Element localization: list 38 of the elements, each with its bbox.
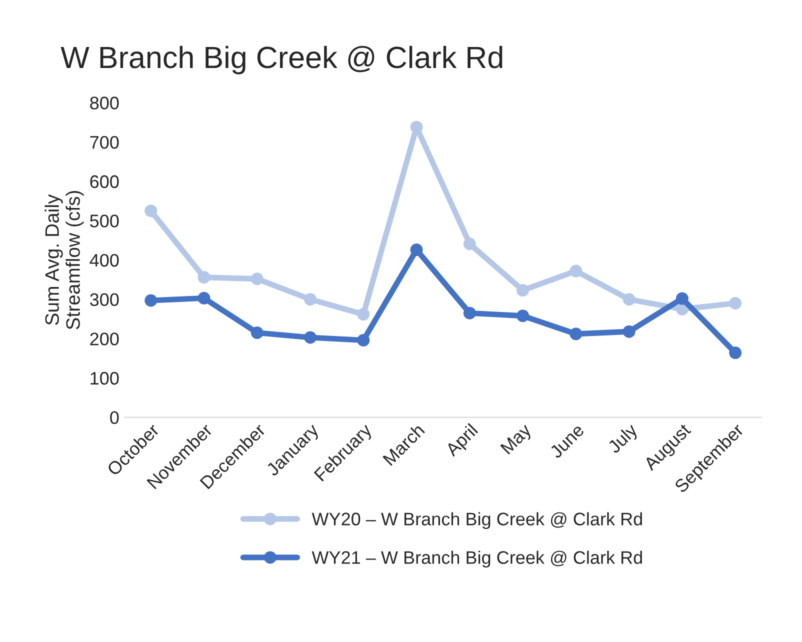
y-tick-label: 500: [90, 214, 119, 228]
point: [463, 238, 476, 250]
y-tick-label: 800: [90, 96, 119, 110]
point: [729, 346, 742, 360]
point: [570, 328, 582, 340]
point: [516, 284, 530, 297]
point: [304, 293, 317, 306]
x-tick-label: July: [606, 422, 641, 457]
point: [463, 306, 476, 320]
point: [410, 244, 423, 256]
legend-label: WY20 – W Branch Big Creek @ Clark Rd: [312, 512, 642, 530]
point: [304, 331, 317, 344]
point: [250, 272, 264, 286]
y-tick-label: 0: [110, 411, 119, 424]
point: [676, 292, 688, 305]
point: [622, 293, 636, 306]
point: [198, 271, 210, 284]
y-tick-label: 200: [90, 332, 119, 346]
point: [570, 264, 582, 278]
y-tick-label: 700: [90, 136, 119, 149]
point: [516, 310, 530, 322]
y-tick-label: 400: [90, 254, 119, 267]
chart-title: W Branch Big Creek @ Clark Rd: [60, 46, 502, 74]
point: [198, 292, 210, 304]
legend-label: WY21 – W Branch Big Creek @ Clark Rd: [312, 550, 642, 568]
y-tick-label: 300: [90, 293, 119, 306]
point: [622, 325, 636, 338]
point: [410, 120, 423, 134]
point: [144, 204, 158, 218]
point: [144, 294, 158, 307]
point: [250, 326, 264, 340]
point: [729, 297, 742, 310]
y-axis-title: Sum Avg. Daily Streamflow (cfs): [44, 190, 84, 330]
x-tick-label: May: [500, 422, 535, 458]
y-tick-label: 100: [90, 372, 119, 385]
point: [357, 334, 370, 346]
point: [357, 308, 370, 321]
y-tick-label: 600: [90, 175, 119, 188]
